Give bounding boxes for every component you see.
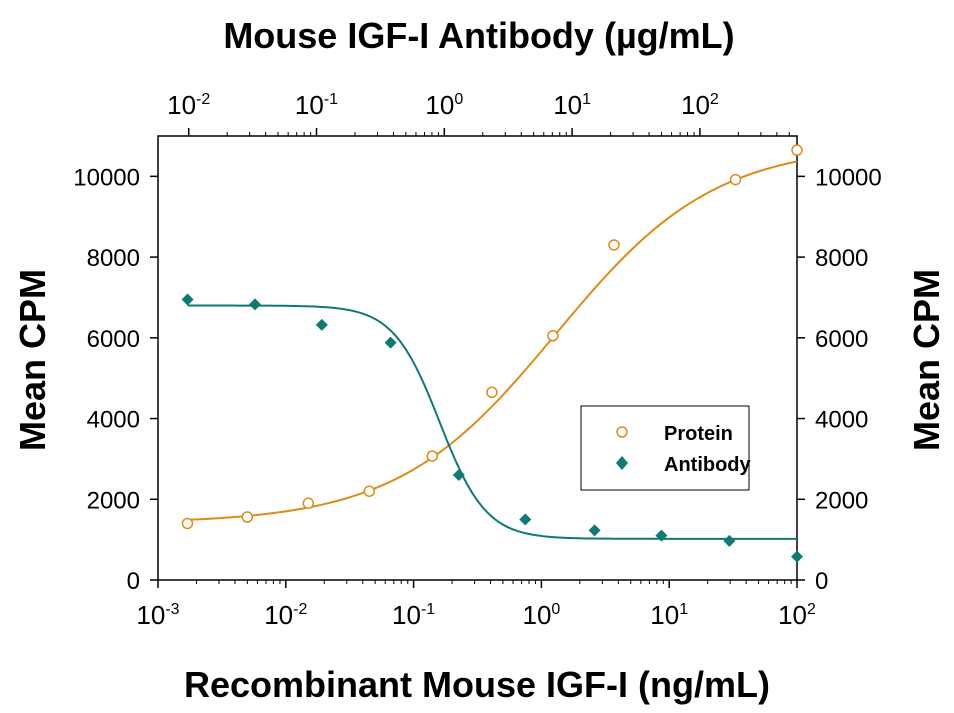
- data-point-protein: [181, 517, 194, 530]
- data-point-antibody: [452, 469, 465, 482]
- top-axis-title: Mouse IGF-I Antibody (µg/mL): [223, 15, 734, 56]
- y-tick-label-left: 8000: [87, 245, 140, 272]
- y-tick-label-left: 2000: [87, 487, 140, 514]
- y-tick-label-right: 10000: [815, 164, 882, 191]
- data-point-antibody: [588, 524, 601, 537]
- y-tick-label-left: 10000: [73, 164, 140, 191]
- data-points: [181, 144, 803, 563]
- data-point-protein: [426, 450, 439, 462]
- data-point-antibody: [181, 293, 194, 306]
- x2-tick-label: 100: [425, 90, 463, 120]
- data-point-protein: [302, 497, 315, 510]
- x-tick-label: 10-2: [264, 600, 307, 630]
- fit-curves: [187, 160, 798, 540]
- data-point-protein: [241, 511, 254, 523]
- x-axis-title: Recombinant Mouse IGF-I (ng/mL): [184, 664, 770, 705]
- y-tick-label-right: 2000: [815, 487, 868, 514]
- x2-tick-label: 101: [553, 90, 591, 120]
- data-point-antibody: [519, 513, 532, 526]
- axes-ticks: 10-3 10-2 10-1 100 101 102 10-2 10-1 100 101 102 0 0…: [73, 90, 882, 630]
- data-point-antibody: [723, 534, 736, 547]
- data-point-antibody: [315, 318, 328, 331]
- data-point-protein: [791, 144, 803, 156]
- data-point-protein: [486, 386, 498, 399]
- plot-area: [157, 135, 798, 581]
- legend-label-antibody: Antibody: [664, 454, 752, 476]
- y-tick-label-left: 0: [127, 568, 140, 595]
- data-point-antibody: [791, 550, 803, 563]
- y-tick-label-right: 0: [815, 568, 828, 595]
- legend-marker-protein: [616, 426, 628, 438]
- y-axis-title-right: Mean CPM: [906, 269, 947, 451]
- fit-curve-protein: [187, 160, 798, 521]
- y-tick-label-right: 8000: [815, 245, 868, 272]
- y-tick-label-left: 6000: [87, 326, 140, 353]
- y-axis-title-left: Mean CPM: [12, 269, 53, 451]
- x2-tick-label: 102: [681, 90, 719, 120]
- y-tick-label-left: 4000: [87, 407, 140, 434]
- data-point-antibody: [655, 529, 668, 542]
- x-tick-label: 101: [650, 600, 688, 630]
- data-point-protein: [729, 173, 742, 186]
- fit-curve-antibody: [187, 304, 797, 540]
- x2-tick-label: 10-1: [295, 90, 338, 120]
- legend: Protein Antibody: [580, 405, 752, 491]
- data-point-protein: [608, 239, 620, 251]
- x2-tick-label: 10-2: [167, 90, 210, 120]
- data-point-antibody: [248, 298, 261, 311]
- x-tick-label: 10-1: [392, 600, 435, 630]
- y-tick-label-right: 4000: [815, 407, 868, 434]
- legend-box: [580, 405, 750, 491]
- x-tick-label: 10-3: [136, 600, 179, 630]
- data-point-protein: [547, 330, 559, 342]
- x-tick-label: 100: [522, 600, 560, 630]
- data-point-protein: [363, 485, 376, 497]
- legend-marker-antibody: [616, 456, 628, 470]
- legend-label-protein: Protein: [664, 423, 733, 445]
- data-point-antibody: [384, 336, 397, 349]
- y-tick-label-right: 6000: [815, 326, 868, 353]
- x-tick-label: 102: [778, 600, 816, 630]
